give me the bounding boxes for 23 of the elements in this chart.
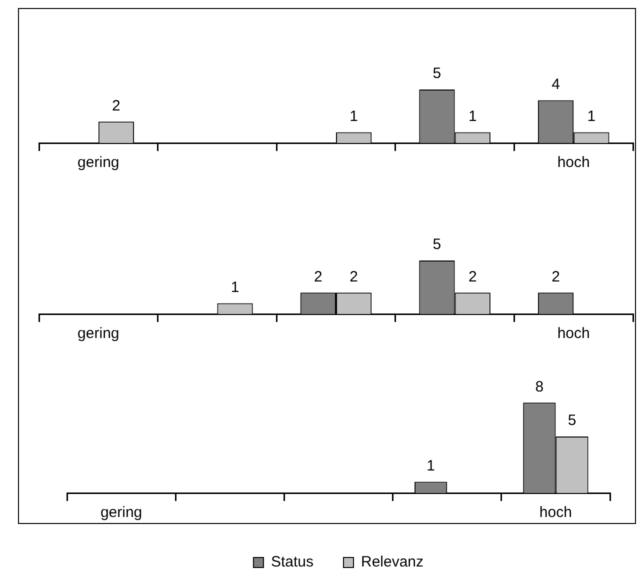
data-label: 2 bbox=[314, 268, 322, 286]
data-label: 1 bbox=[468, 108, 477, 125]
data-label: 2 bbox=[350, 268, 358, 286]
data-label: 5 bbox=[432, 236, 442, 254]
x-tick-label: gering bbox=[78, 325, 120, 342]
data-label: 1 bbox=[426, 457, 435, 474]
data-label: 4 bbox=[552, 76, 560, 93]
data-label: 2 bbox=[112, 97, 120, 114]
legend-label: Status bbox=[270, 554, 314, 571]
x-tick-label: hoch bbox=[539, 504, 572, 522]
data-label: 5 bbox=[432, 65, 442, 82]
x-tick-label: gering bbox=[100, 504, 142, 522]
data-label: 1 bbox=[350, 108, 358, 125]
data-label: 1 bbox=[230, 278, 240, 296]
data-label: 2 bbox=[552, 268, 560, 286]
data-label: 1 bbox=[587, 108, 596, 125]
data-label: 2 bbox=[468, 268, 477, 286]
x-tick-label: hoch bbox=[557, 325, 590, 342]
data-label: 8 bbox=[535, 378, 544, 396]
x-tick-label: hoch bbox=[557, 154, 590, 172]
x-tick-label: gering bbox=[78, 154, 120, 172]
data-label: 5 bbox=[568, 412, 576, 430]
legend-label: Relevanz bbox=[360, 554, 424, 571]
